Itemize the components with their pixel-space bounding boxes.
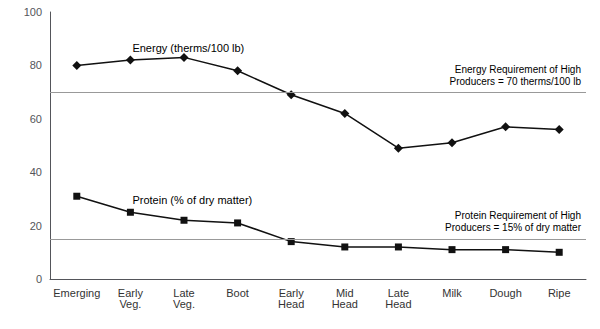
svg-text:0: 0 <box>36 273 42 285</box>
svg-text:Late: Late <box>387 286 410 299</box>
svg-text:Energy (therms/100 lb): Energy (therms/100 lb) <box>132 42 244 54</box>
svg-text:Veg.: Veg. <box>173 298 195 310</box>
svg-text:Protein (% of dry matter): Protein (% of dry matter) <box>132 194 252 206</box>
svg-text:Early: Early <box>278 286 304 299</box>
svg-text:Head: Head <box>278 298 304 310</box>
svg-text:80: 80 <box>30 59 42 71</box>
svg-text:Emerging: Emerging <box>53 287 100 299</box>
svg-text:Head: Head <box>332 298 358 310</box>
svg-text:Dough: Dough <box>489 287 521 299</box>
svg-text:Late: Late <box>173 286 195 299</box>
svg-text:Ripe: Ripe <box>548 287 571 299</box>
svg-text:60: 60 <box>30 113 42 125</box>
svg-text:40: 40 <box>30 166 42 178</box>
svg-text:Mid: Mid <box>335 286 354 299</box>
svg-text:Producers = 70 therms/100 lb: Producers = 70 therms/100 lb <box>450 76 582 87</box>
svg-text:20: 20 <box>30 220 42 232</box>
svg-text:Veg.: Veg. <box>119 298 141 310</box>
svg-text:100: 100 <box>24 6 42 18</box>
svg-text:Head: Head <box>385 298 411 310</box>
svg-text:Boot: Boot <box>226 287 249 299</box>
svg-text:Milk: Milk <box>442 287 462 299</box>
svg-text:Protein Requirement of High: Protein Requirement of High <box>455 210 581 221</box>
svg-text:Early: Early <box>117 286 143 299</box>
svg-text:Producers = 15% of dry matter: Producers = 15% of dry matter <box>445 222 582 233</box>
svg-text:Energy Requirement of High: Energy Requirement of High <box>455 64 581 75</box>
